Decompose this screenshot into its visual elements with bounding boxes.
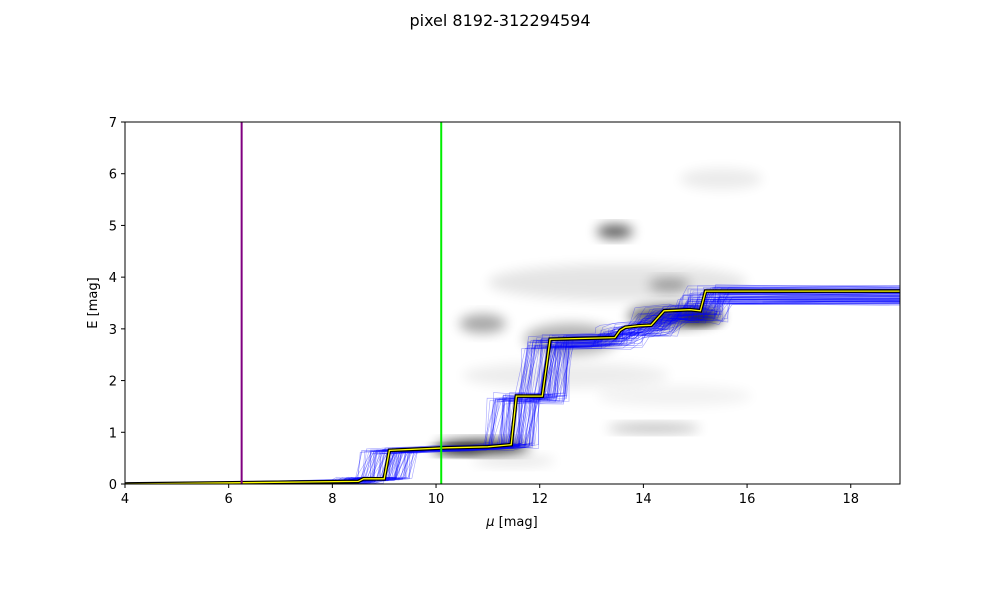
sample-path [125,298,900,484]
sample-path [125,294,900,484]
y-tick-label: 6 [109,168,117,183]
y-tick-label: 2 [109,375,117,390]
sample-path [125,293,900,484]
sample-path [125,295,900,484]
y-tick-label: 1 [109,426,117,441]
density-blob [472,455,556,466]
density-blob [461,362,670,389]
sample-path [125,293,900,484]
sample-path [125,284,900,484]
density-blob [679,168,763,190]
y-tick-label: 3 [109,323,117,338]
sample-path [125,302,900,484]
sample-path [125,291,900,484]
plot-frame [124,121,901,485]
sample-path [125,301,900,484]
sample-path [125,297,900,484]
best-fit-line [125,290,900,484]
sample-path [125,286,900,484]
sample-path [125,295,900,484]
sample-path [125,297,900,484]
sample-path [125,292,900,484]
sample-path [125,287,900,484]
density-blob [459,314,507,333]
y-axis-label: E [mag] [86,277,101,328]
x-tick-label: 8 [328,492,336,507]
sample-path [125,285,900,484]
sample-path [125,302,900,484]
y-tick-label: 4 [109,271,117,286]
vertical-markers [240,122,443,484]
y-tick-label: 0 [109,478,117,493]
density-blob [607,424,701,433]
sample-path [125,298,900,484]
sample-path [125,295,900,484]
sample-path [125,298,900,484]
density-blob [596,225,634,238]
y-tick-label: 7 [109,116,117,131]
sample-path [125,294,900,484]
y-axis-ticks: 0 1 2 3 4 5 6 7 [109,116,125,493]
sample-path [125,292,900,484]
x-axis-ticks: 4 6 8 10 12 14 16 18 [121,484,859,507]
sample-path [125,300,900,484]
best-fit-path [125,289,900,484]
sample-path [125,295,900,484]
x-axis-label: μ [mag] [485,515,537,530]
sample-path [125,300,900,484]
sample-path [125,297,900,484]
density-blob [679,311,722,324]
x-axis-symbol: μ [485,515,494,530]
density-blob [487,264,748,301]
sample-path [125,285,900,484]
sample-path [125,294,900,484]
x-tick-label: 18 [842,492,859,507]
sample-path [125,298,900,484]
sample-path [125,303,900,484]
x-tick-label: 6 [225,492,233,507]
sample-path [125,300,900,484]
sample-path [125,303,900,484]
sample-path [125,293,900,484]
density-blob [596,385,753,407]
sample-path [125,301,900,484]
x-tick-label: 10 [428,492,445,507]
sample-path [125,293,900,484]
sample-path [125,285,900,484]
sample-path [125,293,900,484]
sample-path [125,302,900,484]
x-tick-label: 16 [739,492,756,507]
y-tick-label: 5 [109,219,117,234]
sample-path [125,296,900,484]
sample-path [125,298,900,484]
x-tick-label: 4 [121,492,129,507]
sample-path [125,296,900,484]
x-axis-unit: [mag] [495,515,538,530]
sample-path [125,288,900,484]
sample-path [125,302,900,484]
sample-path [125,303,900,484]
sample-path [125,300,900,484]
sample-path [125,298,900,484]
sample-path [125,298,900,484]
sample-path [125,299,900,484]
chart-title: pixel 8192-312294594 [409,11,590,30]
sample-path [125,298,900,484]
sample-path [125,293,900,484]
x-tick-label: 14 [635,492,652,507]
sample-path [125,303,900,484]
x-tick-label: 12 [531,492,548,507]
sample-path [125,300,900,484]
